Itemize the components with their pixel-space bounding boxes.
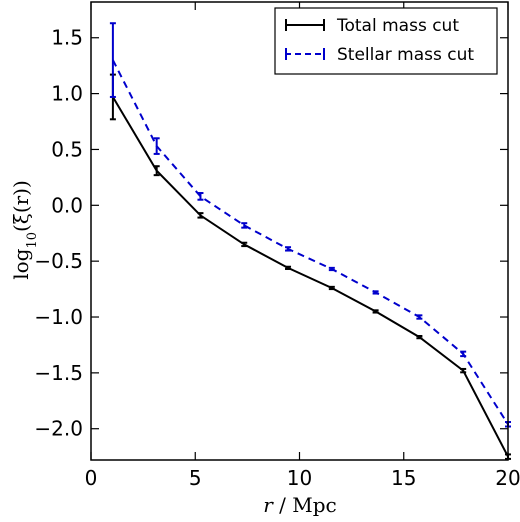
- x-tick-label: 0: [85, 466, 98, 490]
- error-bar: [285, 246, 292, 252]
- error-bar: [328, 266, 335, 272]
- x-tick-label: 20: [495, 466, 520, 490]
- y-axis: −2.0 −1.5 −1.0 −0.5 0.0 0.5 1.0 1.5: [34, 26, 508, 441]
- error-bar: [328, 285, 335, 291]
- error-bar: [372, 309, 379, 314]
- error-bar: [241, 241, 248, 248]
- x-axis: 0 5 10 15 20: [85, 2, 520, 490]
- series-line: [112, 96, 509, 458]
- y-tick-label: −2.0: [34, 417, 83, 441]
- legend-label-stellar: Stellar mass cut: [337, 45, 474, 65]
- error-bar: [197, 192, 204, 201]
- legend-box: [274, 7, 498, 75]
- y-axis-label: log10(ξ(r)): [9, 180, 40, 280]
- error-bar: [153, 137, 160, 155]
- y-tick-label: 0.0: [51, 193, 83, 217]
- legend-marker-stellar: [285, 48, 325, 60]
- legend-label-total: Total mass cut: [336, 16, 459, 36]
- y-tick-label: −1.5: [34, 361, 83, 385]
- error-bar: [285, 265, 292, 270]
- error-bar: [416, 335, 423, 340]
- y-tick-label: −1.0: [34, 305, 83, 329]
- y-tick-label: −0.5: [34, 249, 83, 273]
- legend-marker-total: [285, 19, 325, 31]
- error-bar: [460, 350, 467, 358]
- error-bar: [109, 22, 116, 98]
- y-tick-label: 0.5: [51, 137, 83, 161]
- series-line: [112, 59, 509, 425]
- error-bar: [153, 165, 160, 177]
- y-tick-label: 1.0: [51, 82, 83, 106]
- error-bar: [460, 367, 467, 374]
- error-bar: [372, 290, 379, 295]
- x-tick-label: 10: [287, 466, 312, 490]
- legend: Total mass cut Stellar mass cut: [274, 7, 498, 75]
- error-bar: [416, 314, 423, 320]
- x-tick-label: 15: [391, 466, 416, 490]
- error-bar: [241, 222, 248, 229]
- series-stellar-mass-cut: [109, 22, 511, 428]
- plot-area: [109, 22, 511, 460]
- y-tick-label: 1.5: [51, 26, 83, 50]
- error-bar: [197, 212, 204, 219]
- x-axis-label: r / Mpc: [263, 493, 337, 517]
- series-total-mass-cut: [109, 73, 511, 460]
- x-tick-label: 5: [189, 466, 202, 490]
